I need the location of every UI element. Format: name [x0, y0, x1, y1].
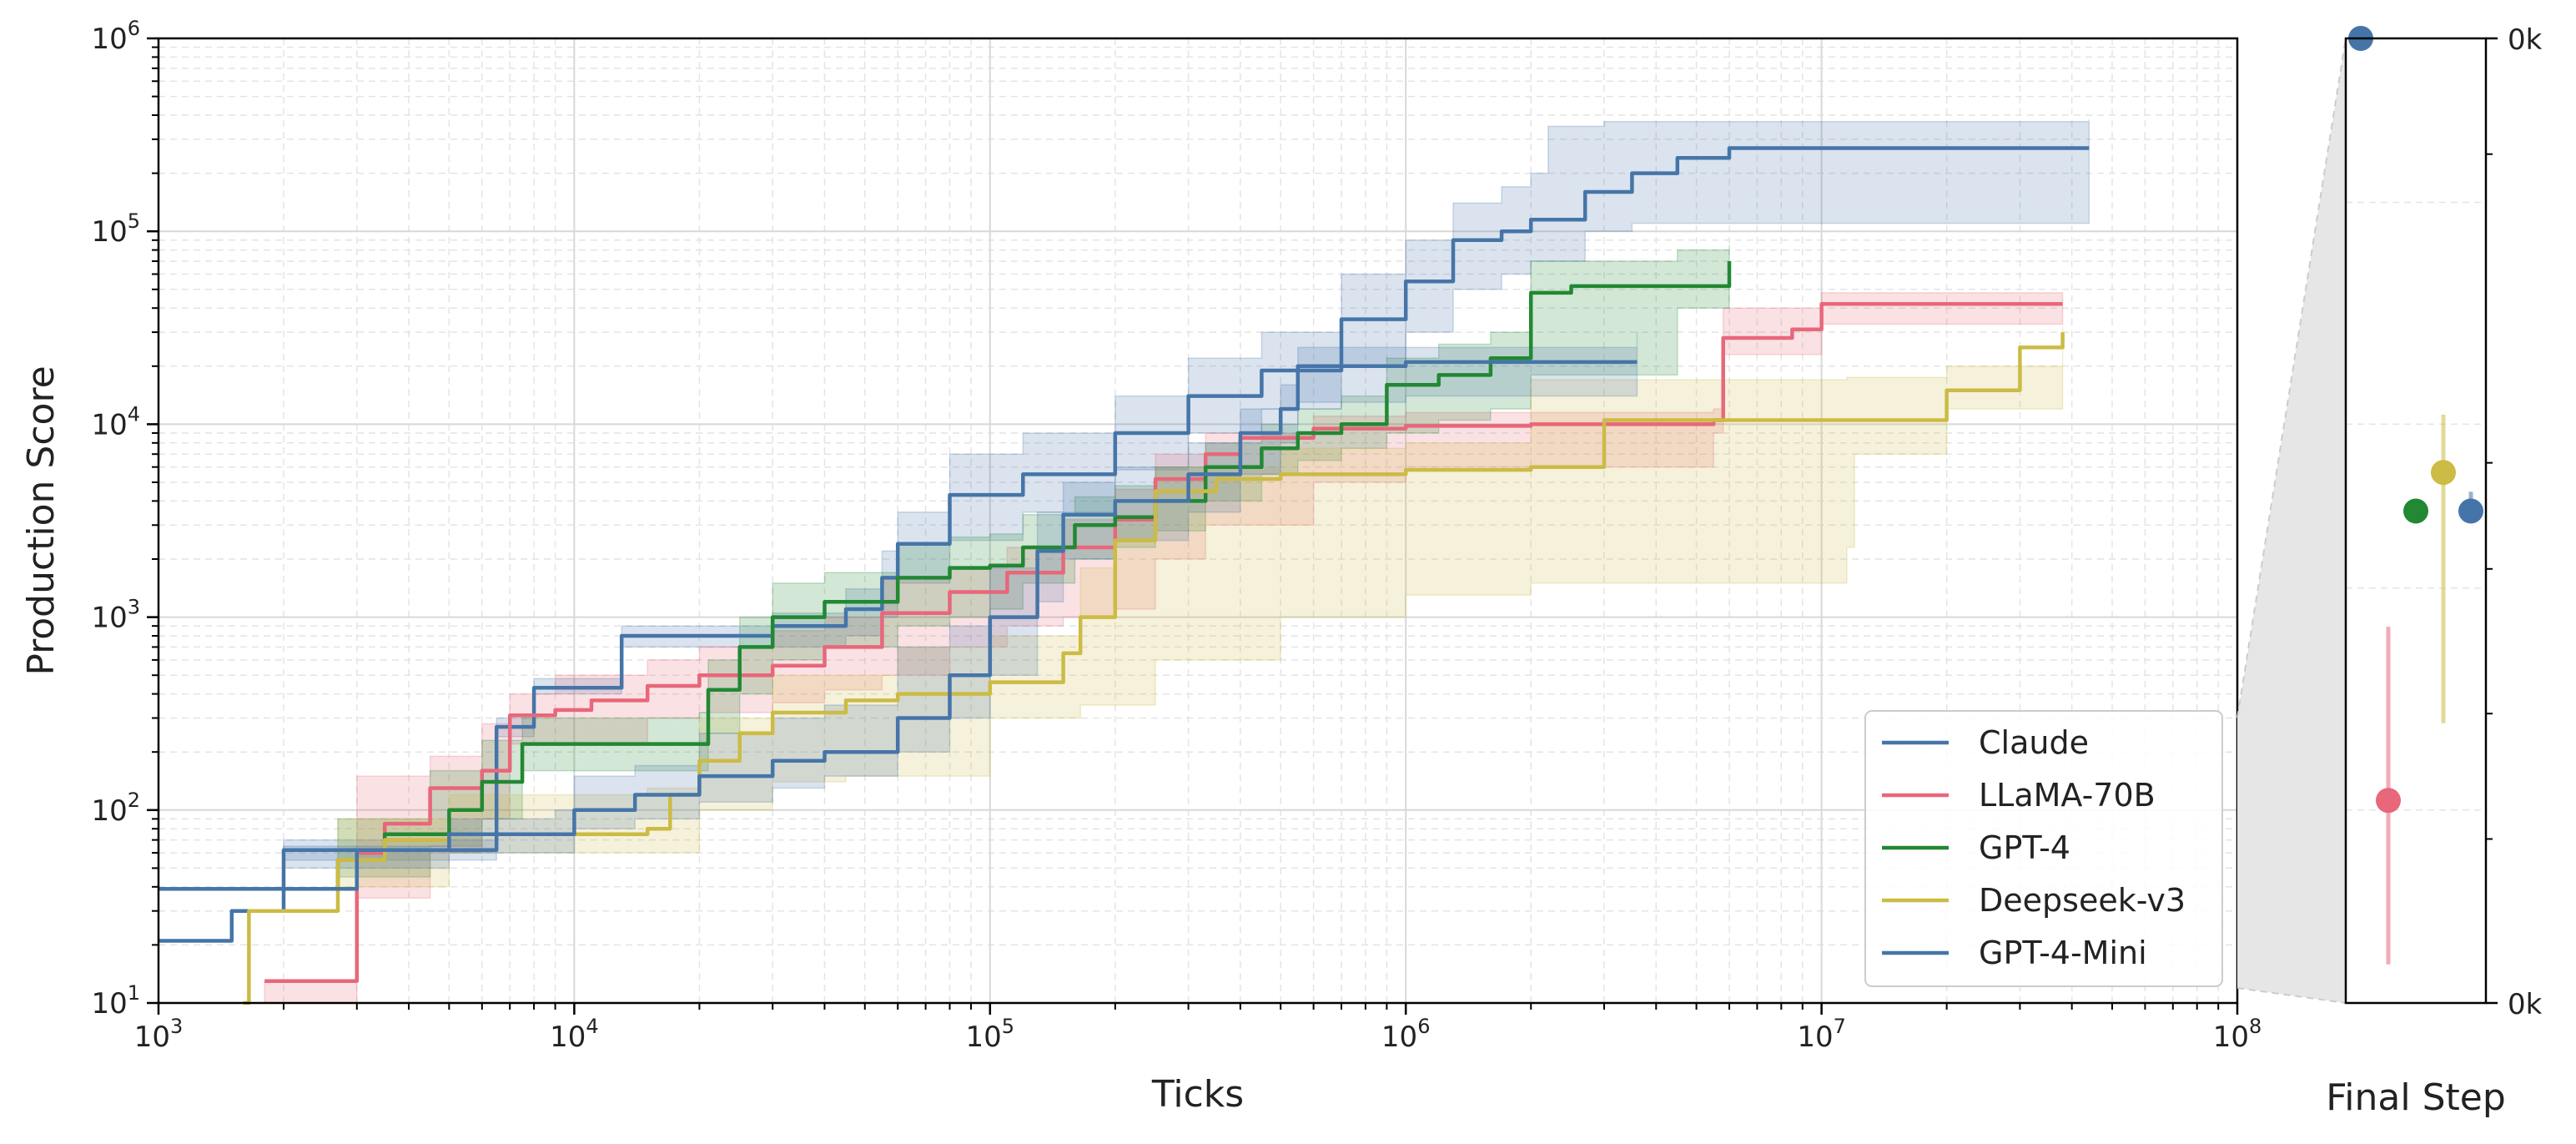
- legend-label: GPT-4-Mini: [1979, 935, 2147, 971]
- band-4: [283, 332, 1638, 869]
- x-axis-ticks: 103 104 105 106 107 108: [134, 1003, 2262, 1054]
- series-line-4: [158, 360, 1638, 891]
- band-2: [337, 244, 1730, 878]
- final-point: [2431, 460, 2456, 486]
- confidence-bands: [264, 119, 2090, 1004]
- x-tick-label: 107: [1797, 1015, 1846, 1054]
- y-tick-label: 102: [91, 789, 140, 828]
- x-tick-label: 105: [966, 1015, 1015, 1054]
- x-tick-base: 10: [966, 1021, 1002, 1054]
- final-point: [2376, 788, 2401, 814]
- band-1: [264, 292, 2064, 1004]
- legend-label: GPT-4: [1979, 829, 2070, 866]
- band-0: [283, 119, 2090, 861]
- y-tick-base: 10: [91, 987, 127, 1021]
- x-tick-exp: 8: [2249, 1015, 2262, 1038]
- legend-label: Deepseek-v3: [1979, 882, 2186, 919]
- zoom-connector-edge-bottom: [2236, 987, 2347, 1004]
- x-tick-label: 108: [2213, 1015, 2262, 1054]
- y-tick-label: 104: [91, 402, 140, 441]
- final-step-frame: [2344, 37, 2488, 1005]
- final-step-y-tick-bottom: 0k: [2508, 988, 2543, 1021]
- y-tick-exp: 4: [128, 402, 140, 426]
- y-axis-label: Production Score: [20, 365, 63, 675]
- final-step-x-label: Final Step: [2326, 1076, 2506, 1119]
- x-tick-exp: 7: [1834, 1015, 1846, 1038]
- series-line-1: [264, 302, 2063, 983]
- x-tick-exp: 5: [1002, 1015, 1014, 1038]
- x-axis-label: Ticks: [1151, 1073, 1244, 1116]
- legend-box: [1864, 710, 2223, 987]
- legend: Claude LLaMA-70B GPT-4 Deepseek-v3 GPT-4-Min…: [1864, 710, 2223, 987]
- x-tick-label: 104: [550, 1015, 599, 1054]
- y-tick-label: 103: [91, 596, 140, 635]
- final-point: [2403, 498, 2428, 524]
- final-step-plot: 0k 0k Final Step: [2326, 23, 2542, 1119]
- zoom-connector-edge-top: [2236, 38, 2347, 718]
- y-tick-exp: 2: [128, 789, 140, 812]
- final-step-grid: [2346, 201, 2486, 811]
- x-tick-base: 10: [1797, 1021, 1833, 1054]
- y-tick-exp: 1: [128, 981, 140, 1005]
- y-tick-exp: 3: [128, 596, 140, 619]
- x-tick-base: 10: [2213, 1021, 2249, 1054]
- plot-frame: [157, 37, 2239, 1005]
- x-tick-label: 106: [1381, 1015, 1431, 1054]
- zoom-connector: [2237, 38, 2346, 1003]
- y-tick-exp: 6: [128, 17, 140, 40]
- x-tick-exp: 3: [170, 1015, 183, 1038]
- band-3: [337, 326, 2064, 888]
- y-tick-base: 10: [91, 215, 127, 249]
- x-tick-base: 10: [550, 1021, 586, 1054]
- y-tick-base: 10: [91, 794, 127, 828]
- x-tick-base: 10: [134, 1021, 170, 1054]
- x-tick-label: 103: [134, 1015, 184, 1054]
- series-line-0: [158, 146, 2090, 943]
- y-tick-label: 106: [91, 17, 140, 56]
- y-tick-label: 105: [91, 209, 140, 249]
- final-step-ticks: [2486, 37, 2498, 1005]
- y-tick-label: 101: [91, 981, 140, 1021]
- y-tick-base: 10: [91, 602, 127, 635]
- y-tick-base: 10: [91, 408, 127, 441]
- series-lines: [158, 146, 2090, 1005]
- x-tick-base: 10: [1381, 1021, 1417, 1054]
- final-step-y-tick-top: 0k: [2508, 23, 2543, 57]
- legend-label: LLaMA-70B: [1979, 777, 2156, 814]
- legend-label: Claude: [1979, 724, 2089, 761]
- y-tick-exp: 5: [128, 209, 140, 233]
- final-point: [2458, 498, 2483, 524]
- x-tick-exp: 6: [1417, 1015, 1430, 1038]
- x-tick-exp: 4: [586, 1015, 598, 1038]
- y-tick-base: 10: [91, 23, 127, 56]
- series-line-2: [158, 261, 1732, 891]
